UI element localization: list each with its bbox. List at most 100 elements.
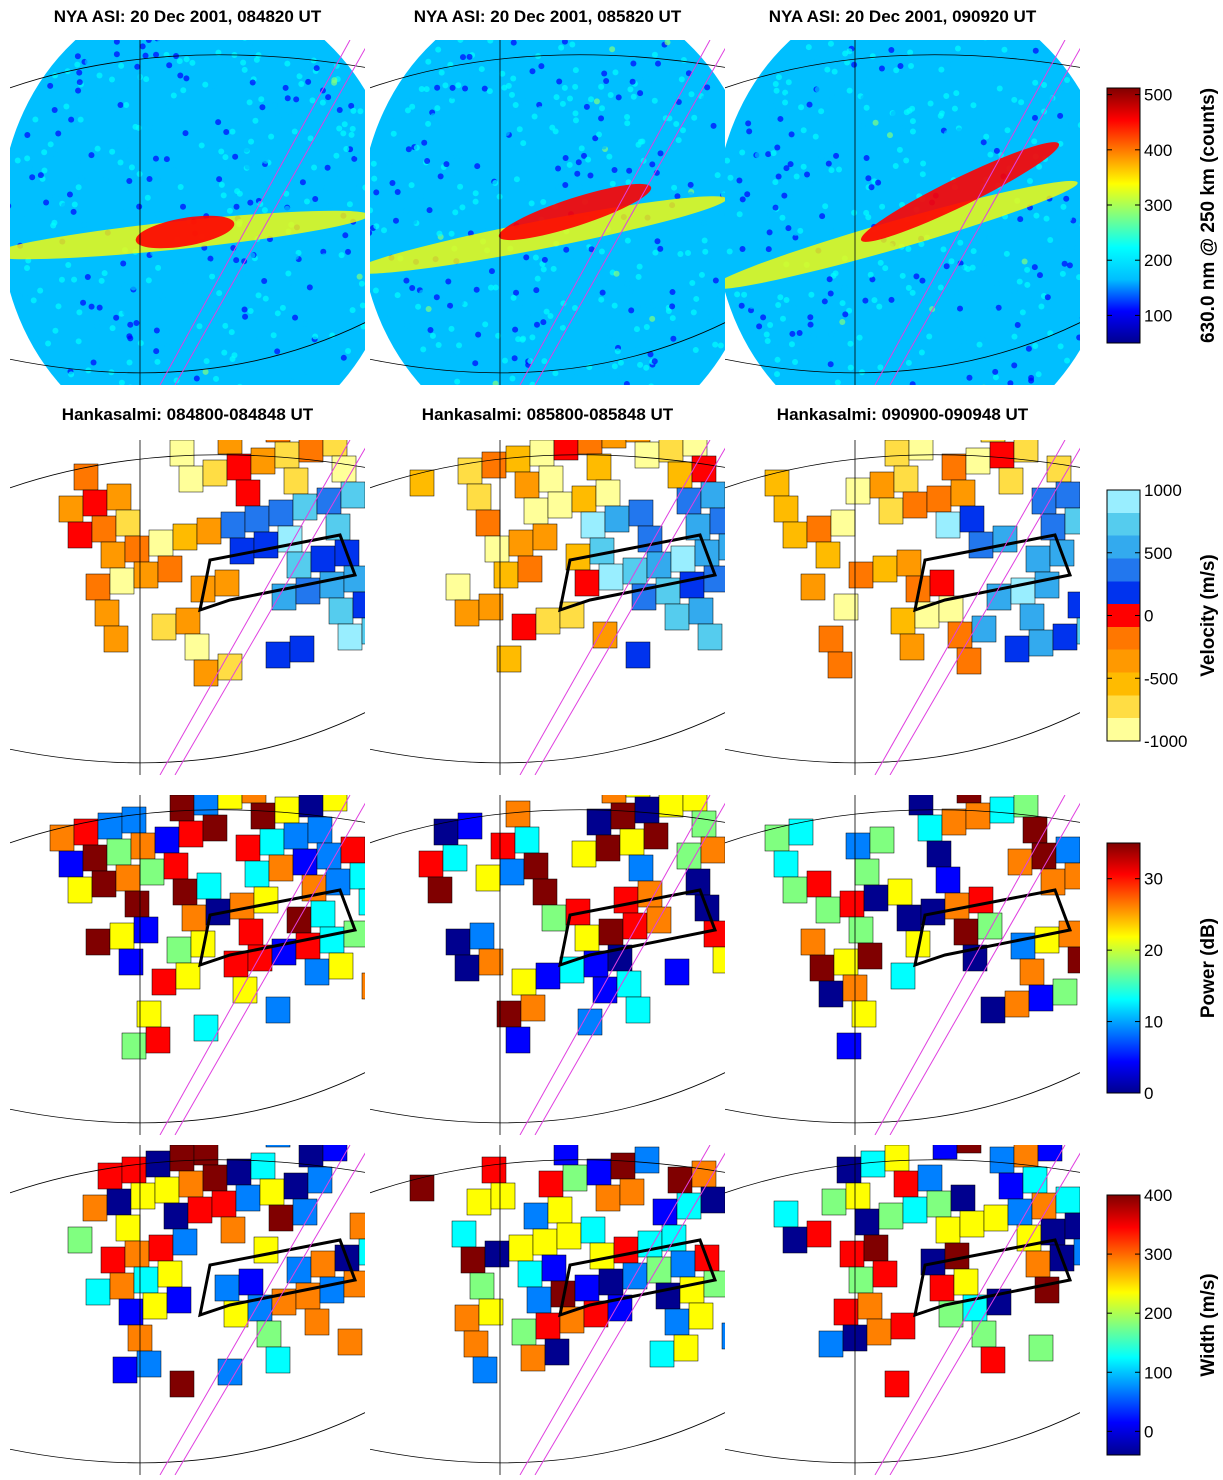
asi-speckle [242,67,248,73]
asi-speckle [764,332,770,338]
asi-speckle [876,304,882,310]
radar-cell [846,478,870,504]
asi-speckle [909,29,915,35]
radar-cell [95,600,119,626]
asi-speckle [740,246,746,252]
asi-speckle [685,250,691,256]
radar-cell [518,1261,542,1287]
asi-speckle [873,120,879,126]
asi-speckle [813,134,819,140]
radar-cell [446,574,470,600]
radar-cell [491,833,515,859]
asi-speckle [258,45,264,51]
asi-speckle [237,246,243,252]
asi-speckle [944,263,950,269]
asi-speckle [957,240,963,246]
asi-speckle [323,185,329,191]
asi-speckle [1004,251,1010,257]
asi-speckle [118,208,124,214]
asi-speckle [569,42,575,48]
asi-speckle [449,231,455,237]
asi-speckle [336,171,342,177]
asi-speckle [17,293,23,299]
radar-cell [846,1183,870,1209]
asi-speckle [960,387,966,393]
asi-speckle [851,210,857,216]
radar-cell [993,526,1017,552]
radar-cell [101,542,125,568]
radar-cell [1077,618,1101,644]
asi-speckle [343,146,349,152]
asi-speckle [878,260,884,266]
radar-cell [350,1213,374,1239]
asi-speckle [582,246,588,252]
radar-cell [107,839,131,865]
colorbar-tick-label: 200 [1144,1304,1172,1323]
asi-speckle [588,96,594,102]
asi-speckle [453,308,459,314]
asi-speckle [276,390,282,396]
asi-speckle [424,86,430,92]
asi-speckle [671,185,677,191]
asi-speckle [271,332,277,338]
colorbar-tick-label: 500 [1144,544,1172,563]
asi-speckle [513,102,519,108]
asi-speckle [797,330,803,336]
asi-speckle [274,348,280,354]
radar-cell [810,955,834,981]
asi-speckle [635,344,641,350]
asi-speckle [409,182,415,188]
asi-speckle [242,35,248,41]
asi-speckle [827,276,833,282]
radar-cell [239,1269,263,1295]
asi-speckle [347,201,353,207]
asi-speckle [52,194,58,200]
asi-speckle [808,322,814,328]
asi-speckle [452,209,458,215]
radar-cell [602,777,626,803]
asi-speckle [506,83,512,89]
asi-speckle [232,154,238,160]
asi-speckle [421,140,427,146]
radar-cell [668,462,692,488]
asi-speckle [870,53,876,59]
asi-speckle [177,58,183,64]
radar-cell [119,949,143,975]
asi-speckle [258,174,264,180]
radar-cell [978,913,1002,939]
asi-speckle [91,359,97,365]
asi-speckle [462,85,468,91]
asi-speckle [950,61,956,67]
radar-cell [1029,630,1053,656]
asi-speckle [76,184,82,190]
radar-cell [1053,979,1077,1005]
radar-cell [452,1221,476,1247]
asi-speckle [627,288,633,294]
asi-speckle [228,322,234,328]
asi-speckle [775,357,781,363]
radar-cell [789,819,813,845]
radar-cell [164,853,188,879]
asi-speckle [65,262,71,268]
asi-speckle [624,281,630,287]
asi-speckle [607,384,613,390]
asi-speckle [354,152,360,158]
asi-speckle [333,153,339,159]
asi-speckle [919,278,925,284]
asi-speckle [1045,309,1051,315]
asi-speckle [212,318,218,324]
radar-cell [497,1001,521,1027]
asi-speckle [987,152,993,158]
radar-cell [972,1321,996,1347]
asi-speckle [221,143,227,149]
asi-speckle [882,265,888,271]
radar-cell [927,841,951,867]
asi-speckle [15,158,21,164]
radar-cell [536,963,560,989]
asi-speckle [643,365,649,371]
asi-speckle [340,130,346,136]
asi-speckle [43,199,49,205]
asi-speckle [339,252,345,258]
colorbar-tick-label: 400 [1144,1186,1172,1205]
radar-cell [92,516,116,542]
